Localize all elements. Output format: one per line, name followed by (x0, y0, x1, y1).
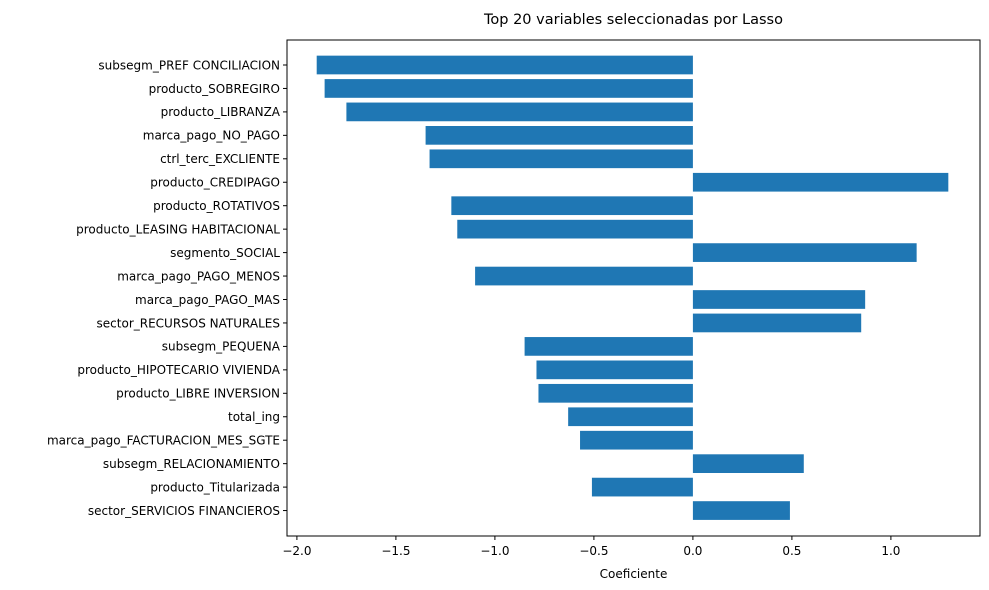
y-tick-label: segmento_SOCIAL (170, 246, 280, 260)
plot-frame (286, 39, 981, 537)
bar-sector-recursos-naturales (692, 313, 862, 333)
bar-producto-rotativos (451, 196, 693, 216)
bars-group (316, 55, 949, 520)
y-tick-label: producto_HIPOTECARIO VIVIENDA (77, 363, 280, 377)
x-tick-label: 0.5 (782, 544, 801, 558)
y-tick-label: producto_SOBREGIRO (149, 82, 280, 96)
y-tick-label: producto_Titularizada (150, 480, 280, 494)
y-tick-label: marca_pago_PAGO_MENOS (117, 269, 280, 283)
y-tick-label: sector_SERVICIOS FINANCIEROS (88, 504, 280, 518)
bar-marca-pago-no-pago (425, 126, 693, 145)
x-axis: −2.0 −1.5 −1.0 −0.5 0.0 0.5 1.0 (282, 536, 900, 558)
y-axis: subsegm_PREF CONCILIACION producto_SOBREG… (47, 58, 287, 518)
bar-ctrl-terc-excliente (429, 149, 693, 169)
y-tick-label: marca_pago_FACTURACION_MES_SGTE (47, 434, 280, 448)
x-tick-label: 1.0 (881, 544, 900, 558)
y-tick-label: total_ing (228, 410, 280, 424)
bar-total-ing (568, 407, 693, 427)
y-tick-label: subsegm_RELACIONAMIENTO (103, 457, 280, 471)
y-tick-label: subsegm_PREF CONCILIACION (98, 58, 280, 72)
bar-producto-hipotecario-vivienda (536, 360, 693, 380)
x-tick-label: −2.0 (282, 544, 311, 558)
y-tick-label: producto_LEASING HABITACIONAL (76, 222, 280, 236)
y-tick-label: sector_RECURSOS NATURALES (97, 316, 280, 330)
bar-marca-pago-facturacion-mes-sgte (580, 430, 693, 450)
bar-marca-pago-pago-mas (692, 290, 866, 309)
x-tick-label: −1.5 (381, 544, 410, 558)
x-tick-label: 0.0 (683, 544, 702, 558)
bar-producto-sobregiro (324, 79, 693, 98)
x-tick-label: −0.5 (579, 544, 608, 558)
bar-subsegm-relacionamiento (692, 454, 804, 473)
bar-segmento-social (692, 243, 917, 262)
y-tick-label: ctrl_terc_EXCLIENTE (160, 152, 280, 166)
y-tick-label: marca_pago_PAGO_MAS (135, 293, 280, 307)
y-tick-label: producto_ROTATIVOS (153, 199, 280, 213)
bar-producto-credipago (692, 172, 949, 192)
bar-subsegm-pref-conciliacion (316, 55, 693, 75)
bar-marca-pago-pago-menos (475, 266, 693, 286)
bar-subsegm-pequena (524, 337, 693, 356)
bar-sector-servicios-financieros (692, 501, 790, 520)
y-tick-label: producto_CREDIPAGO (150, 176, 280, 190)
y-tick-label: producto_LIBRE INVERSION (116, 387, 280, 401)
bar-producto-libre-inversion (538, 383, 693, 403)
bar-producto-titularizada (591, 477, 693, 497)
chart-title: Top 20 variables seleccionadas por Lasso (483, 12, 783, 28)
x-axis-label: Coeficiente (600, 567, 668, 581)
y-tick-label: marca_pago_NO_PAGO (143, 129, 280, 143)
bar-producto-leasing-habitacional (457, 219, 693, 239)
x-tick-label: −1.0 (480, 544, 509, 558)
bar-producto-libranza (346, 102, 693, 122)
y-tick-label: subsegm_PEQUENA (162, 340, 281, 354)
y-tick-label: producto_LIBRANZA (161, 105, 281, 119)
